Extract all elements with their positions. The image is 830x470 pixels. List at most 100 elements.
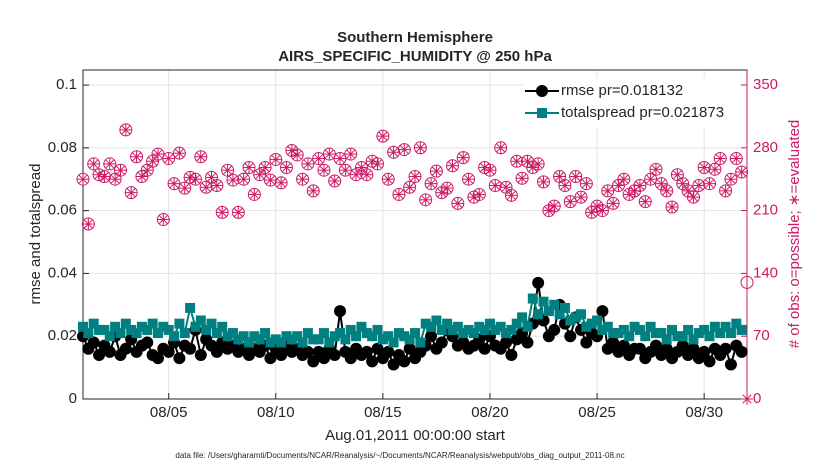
asterisk-stroke [405,182,415,192]
square-marker [136,321,147,332]
obs-evaluated-marker [178,182,191,195]
square-marker [645,321,656,332]
legend-label: rmse pr=0.018132 [561,82,683,99]
obs-evaluated-marker [243,161,255,174]
square-marker [190,321,201,332]
square-marker [147,318,158,329]
circle-marker [698,345,711,358]
asterisk-stroke [603,186,613,196]
obs-evaluated-marker [355,161,368,174]
asterisk-stroke [233,207,243,217]
obs-evaluated-marker [151,148,164,161]
asterisk-stroke [678,179,688,189]
obs-evaluated-marker [537,175,550,188]
asterisk-stroke [683,186,693,196]
obs-evaluated-marker [259,161,272,174]
circle-marker [87,336,100,349]
square-marker [442,318,453,329]
obs-evaluated-marker [623,188,636,201]
square-marker [570,312,581,323]
asterisk-stroke [597,205,608,216]
obs-evaluated-marker [403,181,416,194]
obs-evaluated-marker [425,177,438,190]
square-marker [415,337,426,348]
asterisk-stroke [587,207,597,217]
square-marker [667,324,678,335]
y2-tick-label: 0 [753,390,761,407]
square-marker [474,321,485,332]
obs-evaluated-marker [328,174,341,187]
obs-evaluated-marker [93,168,106,181]
obs-evaluated-marker [135,170,148,183]
obs-evaluated-marker [189,173,202,186]
asterisk-stroke [228,175,238,185]
circle-marker [425,330,438,343]
asterisk-stroke [372,159,383,169]
asterisk-stroke [710,164,720,174]
square-marker [699,324,710,335]
obs-evaluated-marker [483,164,496,177]
square-marker [720,321,731,332]
obs-evaluated-marker [146,155,159,168]
square-marker [99,324,110,335]
asterisk-stroke [533,159,543,169]
asterisk-stroke [437,188,447,198]
circle-marker [660,342,673,355]
square-marker [656,328,667,339]
asterisk-stroke [737,167,747,177]
asterisk-stroke [164,153,174,164]
square-marker [677,331,688,342]
asterisk-stroke [592,201,602,211]
circle-marker [173,352,186,365]
asterisk-stroke [356,162,367,173]
asterisk-stroke [720,186,731,196]
obs-evaluated-marker [639,195,652,208]
circle-marker [505,349,518,362]
asterisk-stroke [742,394,752,404]
asterisk-stroke [624,189,634,200]
square-marker [420,318,431,329]
obs-evaluated-marker [441,182,454,195]
square-marker [211,328,222,339]
y-tick-label: 0 [69,390,77,407]
obs-evaluated-marker [382,173,395,186]
asterisk-stroke [148,156,158,166]
circle-marker [141,336,154,349]
circle-marker [360,345,373,358]
obs-evaluated-marker [655,177,668,190]
circle-marker [398,355,411,368]
square-marker [592,315,603,326]
obs-evaluated-marker [82,218,95,231]
square-marker [661,334,672,345]
obs-evaluated-marker [264,174,277,187]
x-tick-label: 08/25 [578,404,616,421]
square-marker [78,321,88,332]
obs-evaluated-marker [703,177,716,190]
circle-marker [119,342,132,355]
obs-evaluated-marker [516,172,529,185]
obs-evaluated-marker [735,166,748,179]
x-tick-label: 08/20 [471,404,509,421]
asterisk-stroke [217,207,227,217]
asterisk-stroke [78,174,88,184]
obs-evaluated-marker [730,152,743,165]
asterisk-stroke [699,162,709,173]
square-marker [618,324,629,335]
circle-marker [724,358,737,371]
obs-evaluated-marker [398,143,411,156]
asterisk-stroke [271,154,281,165]
square-marker [506,324,517,335]
square-marker [201,324,212,335]
square-marker [206,318,217,329]
chart-title: Southern Hemisphere [337,29,493,46]
circle-marker [596,305,609,318]
square-marker [458,328,469,339]
y-axis-label: rmse and totalspread [27,164,44,305]
square-marker [463,324,474,335]
asterisk-stroke [512,156,522,166]
circle-marker [649,339,662,352]
asterisk-stroke [105,159,115,169]
square-marker [361,328,372,339]
obs-evaluated-marker [644,173,657,186]
